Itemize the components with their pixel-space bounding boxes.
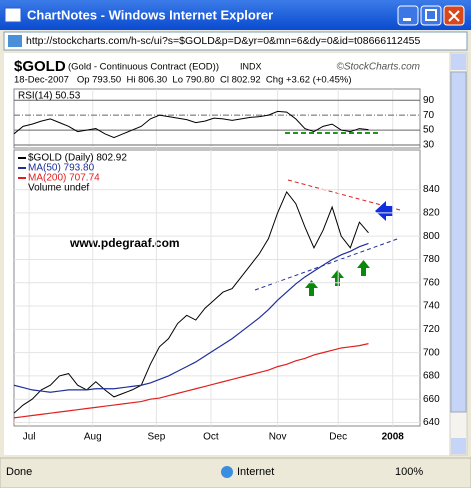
y-tick-label: 780 [423, 254, 440, 265]
x-tick-label: 2008 [382, 432, 405, 443]
y-tick-label: 680 [423, 371, 440, 382]
status-text: Done [6, 466, 32, 478]
ma-line [13, 242, 369, 393]
ma-line [13, 343, 369, 419]
legend-swatch [18, 167, 26, 169]
x-tick-label: Sep [148, 432, 166, 443]
up-arrow [357, 260, 370, 276]
price-line [13, 190, 369, 414]
minimize-icon [403, 18, 411, 21]
up-arrow [331, 270, 344, 286]
scroll-thumb[interactable] [450, 71, 467, 413]
y-tick-label: 820 [423, 208, 440, 219]
rsi-line [13, 110, 369, 139]
symbol: $GOLD [14, 58, 66, 75]
y-tick-label: 700 [423, 347, 440, 358]
legend-swatch [18, 177, 26, 179]
legend-entry: $GOLD (Daily) 802.92 [28, 153, 127, 164]
x-tick-label: Oct [203, 432, 219, 443]
legend-swatch [18, 157, 26, 159]
scroll-down[interactable] [451, 438, 466, 454]
y-tick-label: 800 [423, 231, 440, 242]
zone-icon [221, 466, 233, 478]
support-line [254, 237, 401, 291]
quote: 18-Dec-2007 Op 793.50 Hi 806.30 Lo 790.8… [14, 75, 351, 86]
up-arrow [305, 280, 318, 296]
rsi-tick-label: 30 [423, 140, 435, 151]
exchange: INDX [240, 61, 262, 71]
maximize-icon [425, 9, 437, 21]
rsi-tick-label: 50 [423, 125, 435, 136]
x-tick-label: Nov [269, 432, 287, 443]
y-tick-label: 720 [423, 324, 440, 335]
page-icon [8, 35, 22, 47]
y-tick-label: 840 [423, 184, 440, 195]
rsi-tick-label: 90 [423, 95, 435, 106]
legend-entry: Volume undef [28, 183, 89, 194]
resistance-line [287, 179, 401, 211]
address-text: http://stockcharts.com/h-sc/ui?s=$GOLD&p… [26, 35, 421, 47]
y-tick-label: 660 [423, 394, 440, 405]
legend-entry: MA(200) 707.74 [28, 173, 100, 184]
y-tick-label: 640 [423, 417, 440, 428]
description: (Gold - Continuous Contract (EOD)) [68, 62, 219, 73]
x-tick-label: Dec [329, 432, 347, 443]
maximize-button[interactable] [420, 5, 442, 26]
rsi-tick-label: 70 [423, 110, 435, 121]
y-tick-label: 760 [423, 277, 440, 288]
y-tick-label: 740 [423, 301, 440, 312]
zoom-text[interactable]: 100% [395, 466, 423, 478]
minimize-button[interactable] [397, 5, 419, 26]
price-panel [13, 149, 421, 427]
rsi-legend: RSI(14) 50.53 [18, 91, 81, 102]
title-bar [0, 0, 471, 30]
x-tick-label: Aug [84, 432, 102, 443]
left-arrow [375, 201, 393, 221]
close-icon [448, 10, 460, 22]
app-icon [4, 7, 22, 23]
x-tick-label: Jul [23, 432, 36, 443]
scroll-up[interactable] [451, 54, 466, 70]
legend-entry: MA(50) 793.80 [28, 163, 95, 174]
annotation: www.pdegraaf.com [69, 236, 180, 250]
window-title: ChartNotes - Windows Internet Explorer [27, 7, 273, 22]
credit: ©StockCharts.com [336, 62, 420, 73]
address-bar[interactable] [3, 31, 468, 51]
zone-text: Internet [237, 466, 274, 478]
